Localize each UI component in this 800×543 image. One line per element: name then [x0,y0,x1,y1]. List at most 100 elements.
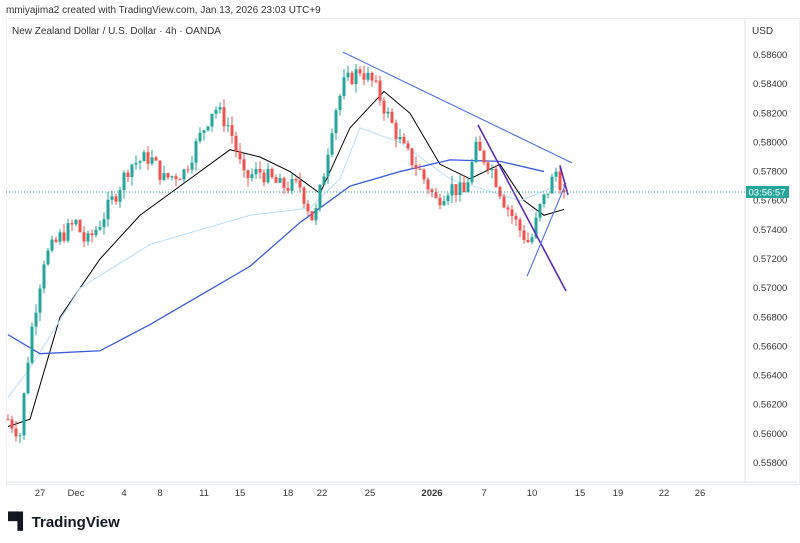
candle [462,174,466,193]
candle [498,185,502,200]
candle [262,169,266,187]
candle [354,64,358,93]
candle [390,108,394,124]
candle [310,211,314,221]
candle [70,219,74,232]
candle [34,304,38,336]
candle [398,128,402,144]
candle [198,127,202,144]
candle [330,128,334,158]
candle [450,175,454,204]
price-tick: 0.57600 [753,196,787,207]
candle [186,165,190,174]
trendline[interactable] [559,165,569,196]
candle [362,65,366,86]
candle [374,75,378,84]
candle [278,173,282,184]
candle [274,174,278,183]
candle [482,149,486,166]
candle [466,176,470,193]
candle [518,217,522,238]
candle [282,176,286,194]
candle [250,168,254,182]
candle [182,168,186,183]
candle [234,131,238,158]
trendline[interactable] [477,124,567,292]
candle [18,432,22,444]
candle [102,212,106,235]
trendline[interactable] [342,51,573,164]
credit-text: mmiyajima2 created with TradingView.com,… [6,5,321,16]
time-tick: 22 [659,488,670,499]
candle [410,147,414,169]
candle [218,102,222,114]
candle [138,160,142,170]
candle [562,184,566,199]
candle [178,177,182,181]
candle [38,284,42,321]
candle [506,204,510,217]
time-tick: 15 [235,488,246,499]
tradingview-logo-icon: ▀▌ [8,513,29,530]
candle [142,149,146,162]
candle [190,156,194,174]
price-tick: 0.56000 [753,429,787,440]
time-tick: 2026 [421,488,442,499]
time-tick: 10 [527,488,538,499]
candle [126,169,130,183]
candle [442,195,446,207]
candle [550,173,554,194]
trendline[interactable] [526,183,567,277]
candle [6,414,10,421]
candle [446,192,450,205]
candle [502,193,506,209]
price-tick: 0.56400 [753,371,787,382]
price-tick: 0.56800 [753,312,787,323]
candle [470,158,474,185]
candle [10,415,14,434]
candle [318,184,322,212]
candle [114,193,118,205]
candle [370,71,374,87]
price-tick: 0.57800 [753,167,787,178]
time-tick: 19 [613,488,624,499]
candle [174,173,178,187]
candle [22,392,26,440]
candle [194,138,198,171]
candle [302,186,306,209]
candle [510,204,514,224]
candle [106,191,110,227]
candle [394,119,398,148]
candle [378,75,382,106]
price-tick: 0.57000 [753,283,787,294]
tradingview-logo: ▀▌ TradingView [8,513,120,531]
candle [514,212,518,227]
candle [254,162,258,179]
price-tick: 0.56200 [753,400,787,411]
candle [162,165,166,182]
candle [294,177,298,184]
candle [78,219,82,233]
candle [434,187,438,199]
candle [406,140,410,151]
candle [230,116,234,144]
time-tick: 7 [481,488,486,499]
candle [14,420,18,442]
time-tick: 4 [121,488,126,499]
candle [454,184,458,203]
candle [366,66,370,83]
currency-label: USD [752,26,774,37]
time-tick: 8 [157,488,162,499]
candle [558,164,562,194]
candle [258,161,262,179]
time-tick: 11 [199,488,209,499]
time-tick: 25 [365,488,376,499]
candle [338,93,342,116]
time-tick: Dec [68,488,85,499]
candle [62,224,66,243]
price-tick: 0.58600 [753,50,787,61]
candle [350,70,354,86]
candle [270,167,274,179]
time-tick: 27 [35,488,46,499]
